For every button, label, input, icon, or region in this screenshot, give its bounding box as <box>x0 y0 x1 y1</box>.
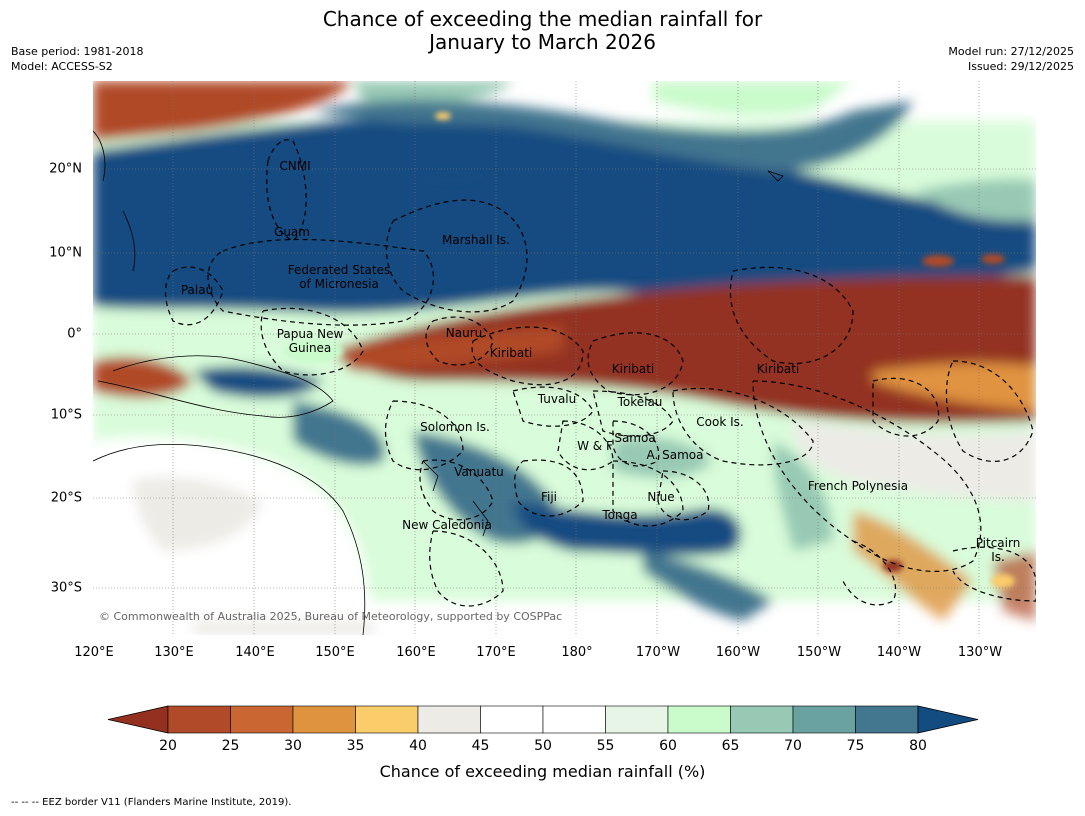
label-niue: Niue <box>647 490 675 504</box>
colorbar-tick-label: 80 <box>909 738 927 754</box>
label-nauru: Nauru <box>445 326 483 340</box>
copyright-notice: © Commonwealth of Australia 2025, Bureau… <box>99 610 563 623</box>
x-tick-150w: 150°W <box>796 645 842 660</box>
x-tick-130w: 130°W <box>957 645 1003 660</box>
eez-footnote: -- -- -- EEZ border V11 (Flanders Marine… <box>11 797 292 808</box>
x-tick-170e: 170°E <box>476 645 516 660</box>
title-line-1: Chance of exceeding the median rainfall … <box>322 7 763 31</box>
colorbar-tick-label: 60 <box>659 738 677 754</box>
colorbar-tick-label: 35 <box>346 738 365 754</box>
y-tick-30s: 30°S <box>50 580 82 596</box>
label-palau: Palau <box>180 283 214 297</box>
forecast-map: CNMI Guam Marshall Is. Federated States … <box>93 81 1036 635</box>
colorbar-cell <box>355 705 419 734</box>
colorbar-cell <box>542 705 606 734</box>
x-tick-140w: 140°W <box>876 645 922 660</box>
colorbar-cell <box>480 705 544 734</box>
y-tick-10n: 10°N <box>49 245 82 261</box>
y-tick-10s: 10°S <box>50 407 82 423</box>
label-tokelau: Tokelau <box>617 395 663 409</box>
colorbar-tick-label: 65 <box>721 738 740 754</box>
x-tick-160e: 160°E <box>396 645 436 660</box>
x-tick-140e: 140°E <box>235 645 275 660</box>
meta-left: Base period: 1981-2018 Model: ACCESS-S2 <box>11 44 143 74</box>
colorbar-tick-label: 25 <box>221 738 240 754</box>
label-kiribati-west: Kiribati <box>489 346 533 360</box>
y-tick-0: 0° <box>67 326 82 342</box>
issued-date: Issued: 29/12/2025 <box>967 60 1074 73</box>
rainfall-field <box>93 81 1036 635</box>
colorbar-tick-label: 30 <box>284 738 302 754</box>
label-cnmi: CNMI <box>279 159 311 173</box>
colorbar-cell <box>667 705 731 734</box>
label-png: Papua New Guinea <box>276 327 344 355</box>
graticule <box>93 81 1036 635</box>
eez-borders <box>164 139 1036 607</box>
x-tick-130e: 130°E <box>154 645 194 660</box>
label-guam: Guam <box>274 225 310 239</box>
label-kiribati-central: Kiribati <box>611 362 655 376</box>
label-pitcairn: Pitcairn Is. <box>975 536 1021 564</box>
label-tonga: Tonga <box>602 508 638 522</box>
colorbar-extend-low <box>107 705 169 734</box>
label-solomon-islands: Solomon Is. <box>420 420 490 434</box>
colorbar-title: Chance of exceeding median rainfall (%) <box>379 762 706 781</box>
colorbar-cell <box>730 705 794 734</box>
x-tick-180: 180° <box>561 645 593 660</box>
label-samoa: Samoa <box>614 431 656 445</box>
label-american-samoa: A. Samoa <box>646 448 704 462</box>
colorbar-cell <box>792 705 856 734</box>
rainfall-details <box>283 112 1015 588</box>
colorbar-extend-high <box>917 705 979 734</box>
colorbar-tick-label: 50 <box>534 738 552 754</box>
title-line-2: January to March 2026 <box>429 30 656 54</box>
label-wallis-futuna: W & F <box>577 439 613 453</box>
colorbar-tick-label: 40 <box>409 738 427 754</box>
colorbar-tick-label: 70 <box>784 738 802 754</box>
label-new-caledonia: New Caledonia <box>402 518 492 532</box>
map-canvas <box>93 81 1036 635</box>
colorbar-tick-label: 55 <box>596 738 615 754</box>
chart-title: Chance of exceeding the median rainfall … <box>0 8 1085 54</box>
x-tick-150e: 150°E <box>315 645 355 660</box>
label-marshall: Marshall Is. <box>442 233 510 247</box>
colorbar-tick-label: 20 <box>159 738 177 754</box>
colorbar-cell <box>230 705 294 734</box>
coastlines <box>93 130 784 635</box>
label-cook-islands: Cook Is. <box>696 415 744 429</box>
x-tick-120e: 120°E <box>74 645 114 660</box>
label-fiji: Fiji <box>540 490 558 504</box>
colorbar-cell <box>855 705 919 734</box>
colorbar-tick-label: 75 <box>846 738 865 754</box>
label-french-polynesia: French Polynesia <box>807 479 909 493</box>
colorbar-tick-label: 45 <box>471 738 490 754</box>
colorbar <box>107 705 979 734</box>
label-kiribati-east: Kiribati <box>756 362 800 376</box>
model-run: Model run: 27/12/2025 <box>948 45 1074 58</box>
meta-right: Model run: 27/12/2025 Issued: 29/12/2025 <box>948 44 1074 74</box>
label-tuvalu: Tuvalu <box>537 392 577 406</box>
x-tick-170w: 170°W <box>635 645 681 660</box>
y-tick-20s: 20°S <box>50 490 82 506</box>
label-vanuatu: Vanuatu <box>454 465 504 479</box>
model-name: Model: ACCESS-S2 <box>11 60 113 73</box>
colorbar-cell <box>605 705 669 734</box>
base-period: Base period: 1981-2018 <box>11 45 144 58</box>
label-fsm: Federated States of Micronesia <box>287 263 391 291</box>
colorbar-cell <box>167 705 231 734</box>
colorbar-cell <box>417 705 481 734</box>
y-tick-20n: 20°N <box>49 161 82 177</box>
x-tick-160w: 160°W <box>715 645 761 660</box>
colorbar-cell <box>292 705 356 734</box>
